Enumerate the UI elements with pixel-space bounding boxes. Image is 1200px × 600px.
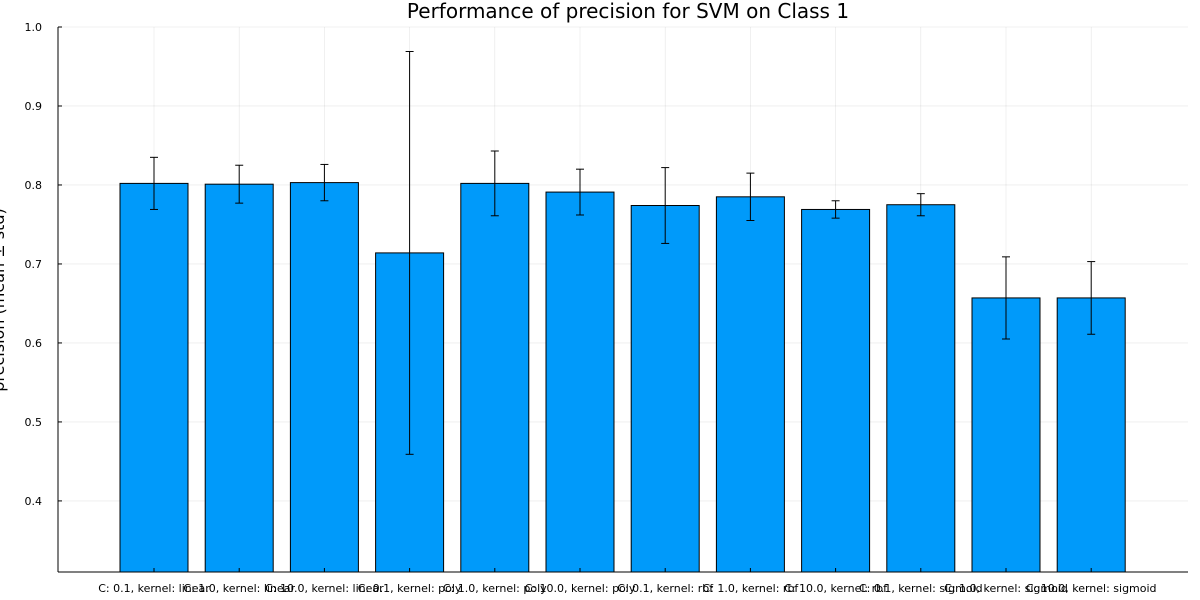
- bar: [545, 191, 615, 573]
- bar: [801, 208, 871, 573]
- y-tick-label: 0.5: [25, 416, 43, 429]
- bar: [1056, 297, 1126, 573]
- x-tick-label: C: 1.0, kernel: poly: [443, 582, 547, 595]
- x-tick-label: C: 0.1, kernel: linear: [98, 582, 210, 595]
- y-ticks: 0.4 0.5 0.6 0.7 0.8 0.9 1.0: [25, 21, 62, 508]
- bar: [630, 205, 700, 573]
- x-tick-label: C: 0.1, kernel: sigmoid: [859, 582, 983, 595]
- bars: [119, 182, 1126, 573]
- bar: [460, 182, 530, 573]
- y-tick-label: 1.0: [25, 21, 43, 34]
- x-tick-label: C: 0.1, kernel: rbf: [617, 582, 714, 595]
- bar: [119, 182, 189, 573]
- y-axis-label: precision (mean ± std): [0, 208, 8, 391]
- x-tick-label: C: 1.0, kernel: sigmoid: [944, 582, 1068, 595]
- y-tick-label: 0.7: [25, 258, 43, 271]
- chart-title: Performance of precision for SVM on Clas…: [407, 0, 849, 23]
- x-tick-label: C: 10.0, kernel: sigmoid: [1026, 582, 1157, 595]
- y-tick-label: 0.4: [25, 495, 43, 508]
- bar: [715, 196, 785, 573]
- bar: [204, 183, 274, 573]
- axes: [57, 27, 1188, 573]
- error-bars: [150, 50, 1096, 455]
- x-tick-label: C: 1.0, kernel: linear: [183, 582, 295, 595]
- x-tick-label: C: 10.0, kernel: linear: [265, 582, 384, 595]
- y-tick-label: 0.8: [25, 179, 43, 192]
- y-tick-label: 0.9: [25, 100, 43, 113]
- x-tick-label: C: 10.0, kernel: rbf: [784, 582, 888, 595]
- x-tick-label: C: 1.0, kernel: rbf: [702, 582, 799, 595]
- x-tick-label: C: 0.1, kernel: poly: [358, 582, 462, 595]
- bar: [886, 204, 956, 573]
- bar: [289, 182, 359, 573]
- bar: [971, 297, 1041, 573]
- x-tick-label: C: 10.0, kernel: poly: [525, 582, 636, 595]
- y-tick-label: 0.6: [25, 337, 43, 350]
